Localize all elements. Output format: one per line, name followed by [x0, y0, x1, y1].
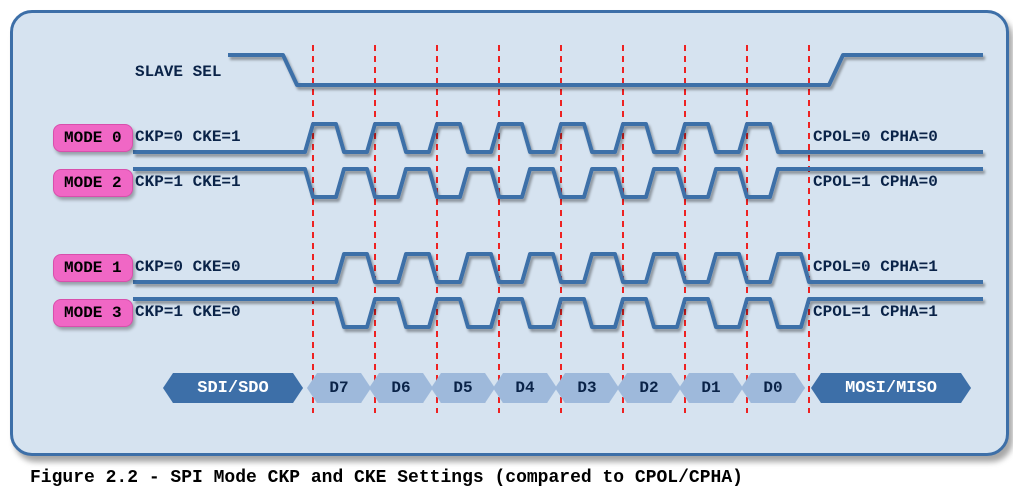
diagram-frame: SLAVE SEL MODE 0CKP=0 CKE=1 CPOL=0 CPHA=0…: [10, 10, 1009, 456]
mode-right-label: CPOL=1 CPHA=0: [813, 173, 938, 191]
mode-left-label: CKP=1 CKE=0: [135, 303, 241, 321]
data-bit-box: D1: [679, 373, 743, 403]
mode-badge: MODE 0: [53, 124, 133, 152]
figure-caption: Figure 2.2 - SPI Mode CKP and CKE Settin…: [10, 468, 1003, 488]
data-bit-box: D3: [555, 373, 619, 403]
data-bit-box: D6: [369, 373, 433, 403]
mode-right-label: CPOL=1 CPHA=1: [813, 303, 938, 321]
data-bit-box: D5: [431, 373, 495, 403]
data-bit-box: D4: [493, 373, 557, 403]
data-bit-box: D2: [617, 373, 681, 403]
slave-sel-label: SLAVE SEL: [135, 63, 221, 81]
mosi-miso-box: MOSI/MISO: [811, 373, 971, 403]
mode-badge: MODE 2: [53, 169, 133, 197]
data-bit-box: D0: [741, 373, 805, 403]
mode-left-label: CKP=1 CKE=1: [135, 173, 241, 191]
data-bit-box: D7: [307, 373, 371, 403]
mode-badge: MODE 1: [53, 254, 133, 282]
mode-badge: MODE 3: [53, 299, 133, 327]
mode-left-label: CKP=0 CKE=1: [135, 128, 241, 146]
sdi-sdo-box: SDI/SDO: [163, 373, 303, 403]
mode-right-label: CPOL=0 CPHA=1: [813, 258, 938, 276]
mode-left-label: CKP=0 CKE=0: [135, 258, 241, 276]
mode-right-label: CPOL=0 CPHA=0: [813, 128, 938, 146]
